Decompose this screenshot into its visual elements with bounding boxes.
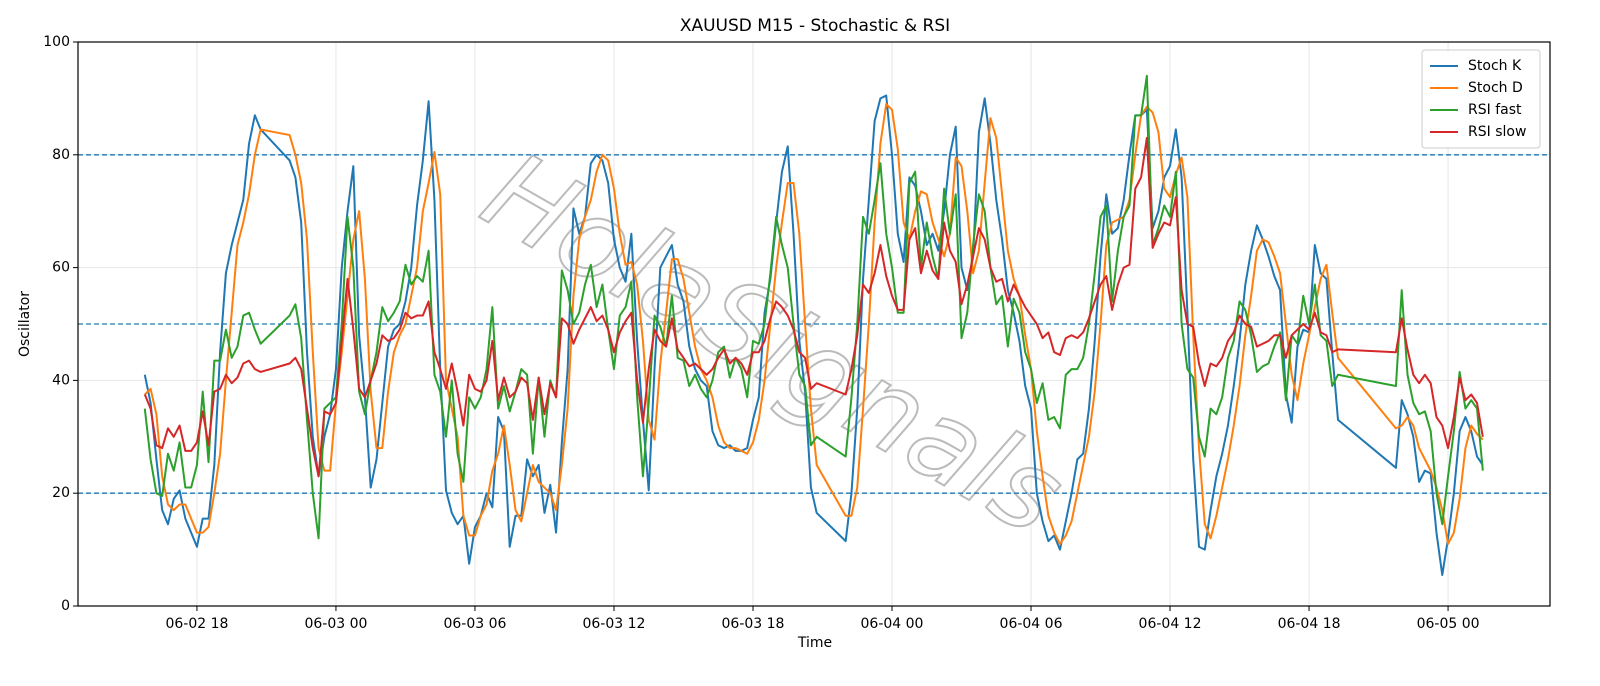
y-tick-label: 40: [52, 372, 70, 388]
x-tick-label: 06-03 18: [722, 616, 785, 632]
x-tick-label: 06-04 12: [1139, 616, 1202, 632]
x-tick-label: 06-04 00: [861, 616, 924, 632]
chart-title: XAUUSD M15 - Stochastic & RSI: [680, 16, 950, 36]
series-line: [143, 74, 1484, 540]
plot-frame: [77, 41, 1551, 607]
x-tick-label: 06-03 12: [582, 616, 645, 632]
x-tick-label: 06-03 06: [443, 616, 506, 632]
x-tick-label: 06-03 00: [304, 616, 367, 632]
x-tick-label: 06-02 18: [165, 616, 228, 632]
y-tick-label: 20: [52, 485, 70, 501]
x-tick-label: 06-05 00: [1417, 616, 1480, 632]
series-line: [143, 94, 1484, 576]
series-line: [144, 103, 1484, 545]
y-tick-label: 80: [52, 147, 70, 163]
y-tick-label: 100: [43, 34, 70, 50]
watermark: HolaSignals: [463, 127, 1084, 559]
legend-label: Stoch K: [1468, 58, 1522, 74]
x-axis-label: Time: [797, 635, 832, 651]
legend-box: [1421, 49, 1541, 149]
x-tick-label: 06-04 06: [1000, 616, 1063, 632]
series-line: [143, 136, 1484, 478]
y-tick-label: 0: [61, 598, 70, 614]
x-tick-label: 06-04 18: [1278, 616, 1341, 632]
legend-label: RSI slow: [1468, 124, 1526, 140]
y-axis-label: Oscillator: [17, 291, 33, 357]
legend-label: Stoch D: [1468, 80, 1523, 96]
y-tick-label: 60: [52, 260, 70, 276]
legend: Stoch K Stoch D RSI fast RSI slow: [1421, 49, 1541, 149]
legend-label: RSI fast: [1468, 102, 1522, 118]
